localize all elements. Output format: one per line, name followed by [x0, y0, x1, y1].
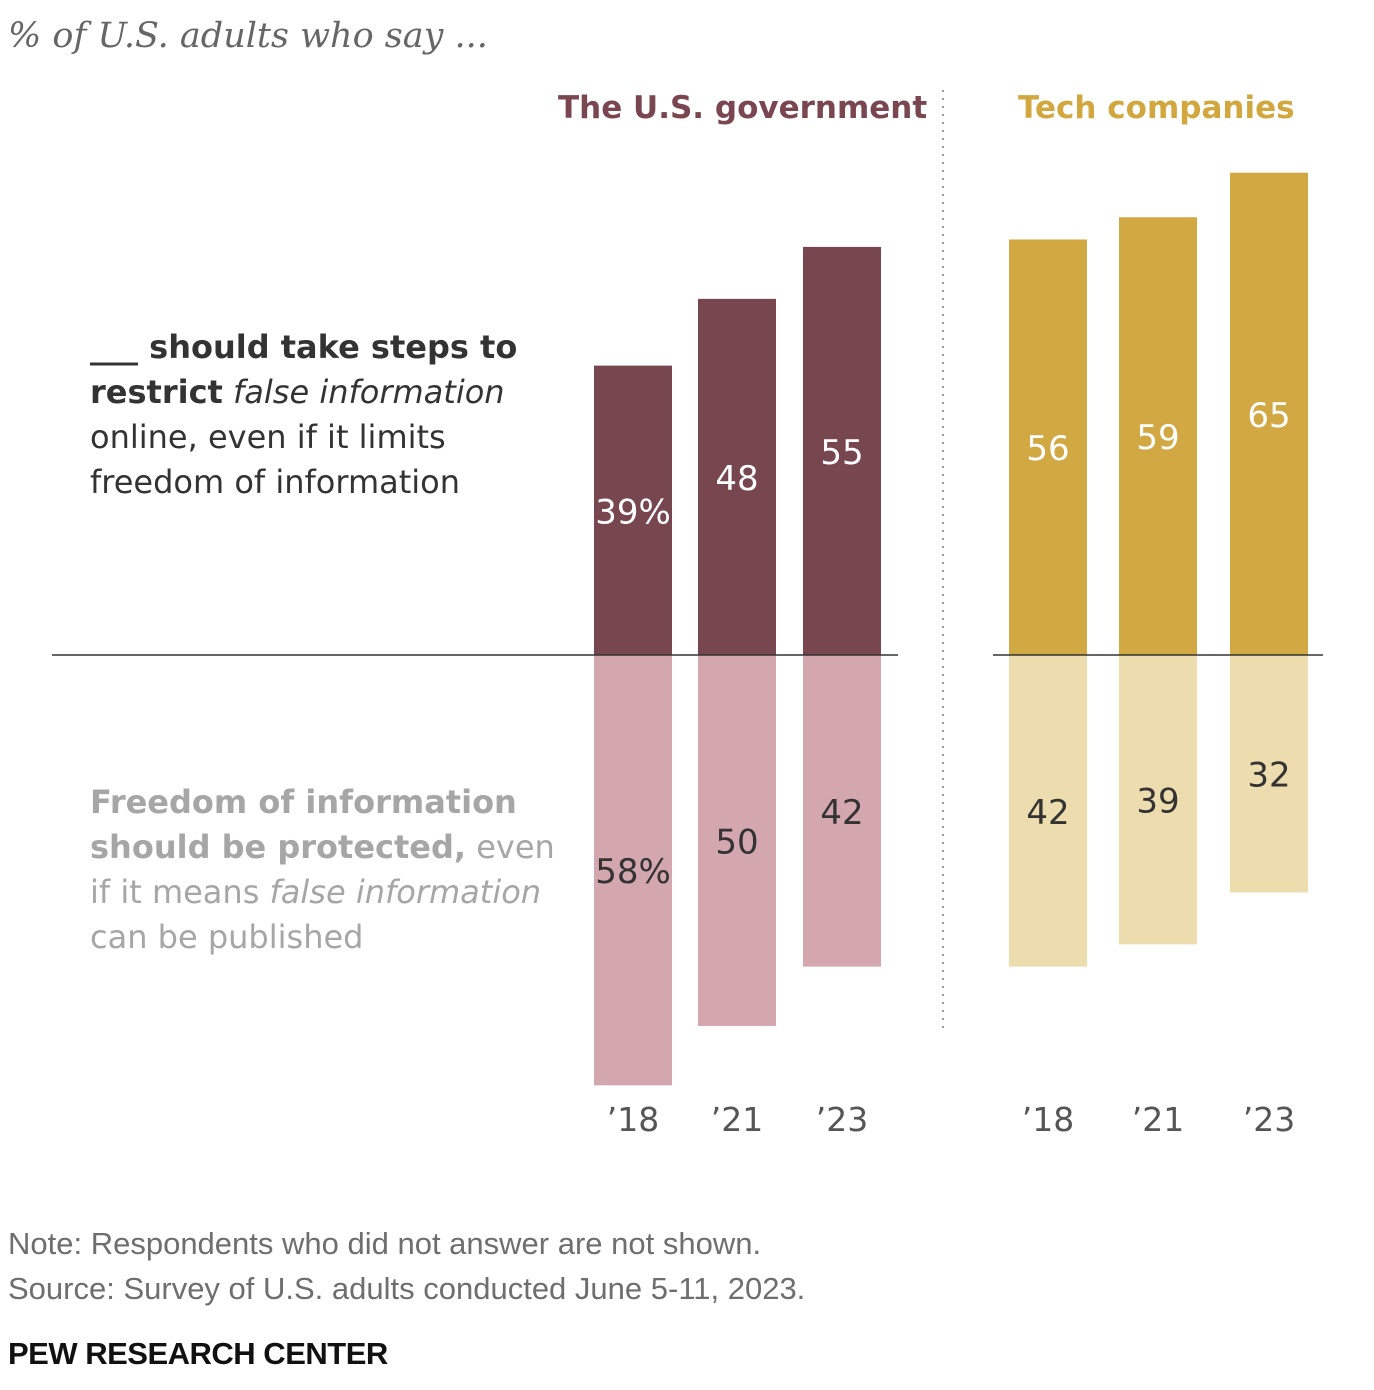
tech-label-freedom-1: 39 — [1136, 782, 1179, 822]
label-italic: false information — [233, 373, 505, 411]
tech-bar-freedom-1 — [1119, 655, 1197, 945]
label-bottom-italic-1: false — [269, 873, 346, 911]
gov-tick-0: ’18 — [607, 1100, 659, 1139]
label-restrict-false-info: ___ should take steps to restrict false i… — [90, 325, 560, 505]
gov-tick-1: ’21 — [711, 1100, 763, 1139]
label-bold-1: should take steps to — [138, 328, 518, 366]
tech-tick-2: ’23 — [1243, 1100, 1295, 1139]
tech-bar-restrict-2 — [1230, 172, 1308, 655]
gov-bar-freedom-2 — [803, 655, 881, 967]
gov-label-freedom-2: 42 — [820, 793, 863, 833]
gov-label-restrict-0: 39% — [595, 492, 671, 532]
tech-label-freedom-2: 32 — [1247, 756, 1290, 796]
tech-label-restrict-0: 56 — [1026, 429, 1069, 469]
gov-tick-2: ’23 — [816, 1100, 868, 1139]
tech-label-freedom-0: 42 — [1026, 793, 1069, 833]
tech-label-restrict-2: 65 — [1247, 396, 1290, 436]
label-bottom-italic-2: information — [355, 873, 542, 911]
gov-bar-freedom-1 — [698, 655, 776, 1026]
label-bottom-bold: Freedom of information should be protect… — [90, 783, 517, 866]
chart-source: Source: Survey of U.S. adults conducted … — [8, 1271, 806, 1306]
brand-logo-text: PEW RESEARCH CENTER — [8, 1336, 388, 1371]
tech-bar-freedom-2 — [1230, 655, 1308, 893]
tech-bar-restrict-1 — [1119, 217, 1197, 655]
tech-tick-1: ’21 — [1132, 1100, 1184, 1139]
label-bottom-pre: even if it means — [90, 828, 555, 911]
gov-label-restrict-2: 55 — [820, 433, 863, 473]
gov-bar-restrict-0 — [594, 365, 672, 655]
gov-label-restrict-1: 48 — [715, 459, 758, 499]
label-protect-freedom: Freedom of information should be protect… — [90, 780, 560, 960]
tech-bar-restrict-0 — [1009, 239, 1087, 656]
label-bold-2: restrict — [90, 373, 223, 411]
panel-title-government: The U.S. government — [558, 90, 928, 126]
tech-bar-freedom-0 — [1009, 655, 1087, 967]
label-bottom-post: can be published — [90, 918, 364, 956]
label-rest: online, even if it limits freedom of inf… — [90, 418, 461, 501]
chart-note: Note: Respondents who did not answer are… — [8, 1226, 762, 1261]
gov-label-freedom-1: 50 — [715, 823, 758, 863]
gov-bar-freedom-0 — [594, 655, 672, 1086]
gov-bar-restrict-2 — [803, 246, 881, 655]
panel-title-tech: Tech companies — [1018, 90, 1295, 126]
tech-tick-0: ’18 — [1022, 1100, 1074, 1139]
tech-label-restrict-1: 59 — [1136, 418, 1179, 458]
gov-label-freedom-0: 58% — [595, 852, 671, 892]
chart-subtitle: % of U.S. adults who say ... — [8, 16, 488, 56]
label-blank: ___ — [90, 328, 138, 366]
gov-bar-restrict-1 — [698, 298, 776, 655]
